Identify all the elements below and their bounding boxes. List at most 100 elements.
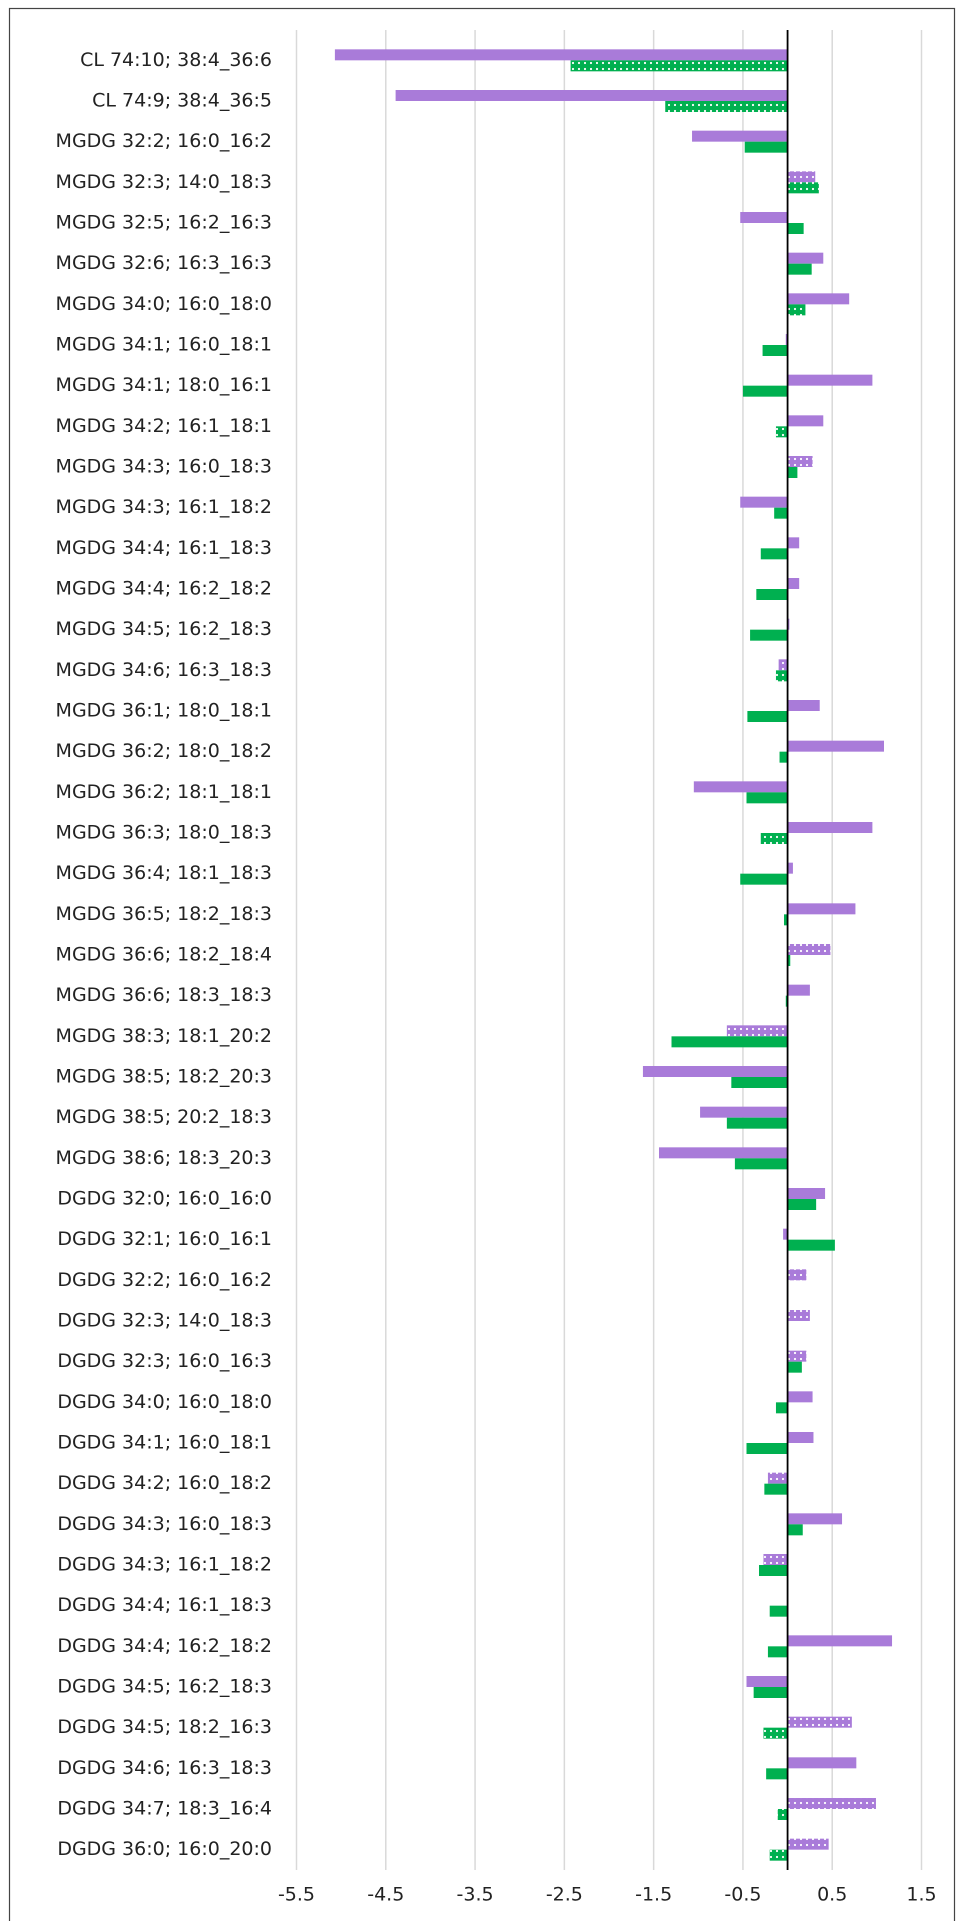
bar — [769, 1849, 788, 1861]
bar — [756, 589, 788, 600]
y-tick-label: DGDG 34:6; 16:3_18:3 — [57, 1757, 272, 1779]
bar — [777, 1809, 788, 1820]
y-tick-label: MGDG 36:2; 18:0_18:2 — [56, 740, 272, 762]
bar — [700, 1106, 788, 1118]
bar — [787, 223, 804, 234]
bar — [787, 182, 819, 194]
bar — [665, 101, 788, 112]
bar — [787, 1391, 813, 1403]
bar — [760, 833, 788, 844]
bar — [744, 141, 788, 153]
bar — [731, 1077, 788, 1088]
bar — [787, 1310, 810, 1321]
y-tick-label: MGDG 36:3; 18:0_18:3 — [56, 822, 272, 844]
bar — [787, 1361, 802, 1373]
bar — [762, 345, 788, 356]
bar — [787, 1635, 893, 1647]
y-tick-label: MGDG 34:1; 18:0_16:1 — [56, 374, 272, 396]
bar — [787, 903, 856, 915]
frame — [8, 7, 956, 1921]
bar — [787, 1432, 814, 1443]
y-tick-label: DGDG 32:3; 14:0_18:3 — [57, 1310, 272, 1332]
y-tick-label: DGDG 34:4; 16:2_18:2 — [57, 1635, 272, 1657]
y-tick-label: MGDG 38:5; 20:2_18:3 — [56, 1106, 272, 1128]
bar — [726, 1025, 788, 1037]
bar — [763, 1727, 788, 1739]
bar — [764, 1483, 788, 1495]
bar — [787, 537, 800, 549]
y-tick-label: DGDG 32:1; 16:0_16:1 — [57, 1228, 272, 1250]
y-tick-label: CL 74:10; 38:4_36:6 — [80, 49, 272, 71]
y-tick-label: DGDG 36:0; 16:0_20:0 — [57, 1838, 272, 1860]
y-tick-label: MGDG 34:5; 16:2_18:3 — [56, 618, 272, 640]
y-tick-label: DGDG 34:2; 16:0_18:2 — [57, 1472, 272, 1494]
bar — [742, 385, 788, 397]
x-tick-label: -0.5 — [724, 1884, 761, 1906]
bar — [783, 1228, 788, 1240]
y-tick-label: DGDG 34:5; 18:2_16:3 — [57, 1716, 272, 1738]
y-tick-label: DGDG 34:5; 16:2_18:3 — [57, 1676, 272, 1698]
y-tick-label: MGDG 36:2; 18:1_18:1 — [56, 781, 272, 803]
y-tick-label: MGDG 32:2; 16:0_16:2 — [56, 130, 272, 152]
y-tick-label: DGDG 34:7; 18:3_16:4 — [57, 1798, 272, 1820]
y-tick-label: MGDG 38:5; 18:2_20:3 — [56, 1066, 272, 1088]
bar — [787, 1798, 876, 1809]
bar — [787, 467, 798, 478]
y-tick-label: MGDG 34:3; 16:1_18:2 — [56, 496, 272, 518]
bar — [775, 426, 788, 438]
bar — [779, 751, 788, 763]
y-tick-label: DGDG 34:0; 16:0_18:0 — [57, 1391, 272, 1413]
bar — [787, 578, 800, 589]
bar — [740, 873, 788, 885]
bar — [659, 1147, 788, 1159]
y-tick-label: MGDG 36:5; 18:2_18:3 — [56, 903, 272, 925]
y-tick-label: MGDG 32:5; 16:2_16:3 — [56, 212, 272, 234]
bar — [775, 1402, 788, 1414]
bar — [726, 1117, 788, 1129]
bar — [787, 1524, 803, 1536]
bar — [334, 49, 788, 61]
bar — [787, 415, 824, 427]
bar — [767, 1646, 788, 1658]
y-tick-label: DGDG 32:3; 16:0_16:3 — [57, 1350, 272, 1372]
x-tick-label: -3.5 — [457, 1884, 494, 1906]
y-tick-label: MGDG 34:4; 16:2_18:2 — [56, 578, 272, 600]
bar — [778, 659, 788, 671]
bar — [750, 629, 788, 641]
y-tick-label: DGDG 34:3; 16:1_18:2 — [57, 1554, 272, 1576]
bar — [787, 1350, 807, 1362]
bar — [570, 60, 788, 72]
bar — [787, 822, 873, 833]
bar — [747, 711, 788, 722]
bar — [775, 670, 788, 682]
y-tick-label: MGDG 38:3; 18:1_20:2 — [56, 1025, 272, 1047]
y-tick-label: MGDG 36:1; 18:0_18:1 — [56, 700, 272, 722]
y-tick-label: DGDG 34:4; 16:1_18:3 — [57, 1594, 272, 1616]
bar — [787, 1513, 843, 1525]
bar — [769, 1605, 788, 1617]
bar — [787, 293, 850, 305]
bar — [787, 700, 820, 711]
bar — [787, 1239, 835, 1251]
bar — [740, 496, 788, 508]
bar — [784, 914, 788, 926]
y-tick-label: MGDG 34:3; 16:0_18:3 — [56, 456, 272, 478]
y-tick-label: MGDG 32:6; 16:3_16:3 — [56, 252, 272, 274]
y-tick-label: DGDG 34:1; 16:0_18:1 — [57, 1432, 272, 1454]
bar — [740, 212, 788, 223]
bar — [787, 171, 816, 183]
bar — [787, 263, 812, 275]
bar — [787, 1838, 829, 1850]
bar — [693, 781, 788, 793]
bar — [787, 1757, 857, 1769]
x-tick-label: -4.5 — [367, 1884, 404, 1906]
bar — [787, 944, 831, 955]
y-tick-label: MGDG 36:4; 18:1_18:3 — [56, 862, 272, 884]
x-tick-label: -5.5 — [278, 1884, 315, 1906]
bar — [787, 1199, 817, 1210]
y-tick-label: DGDG 32:2; 16:0_16:2 — [57, 1269, 272, 1291]
y-tick-label: DGDG 34:3; 16:0_18:3 — [57, 1513, 272, 1535]
bar — [746, 792, 788, 804]
bar — [787, 984, 810, 996]
